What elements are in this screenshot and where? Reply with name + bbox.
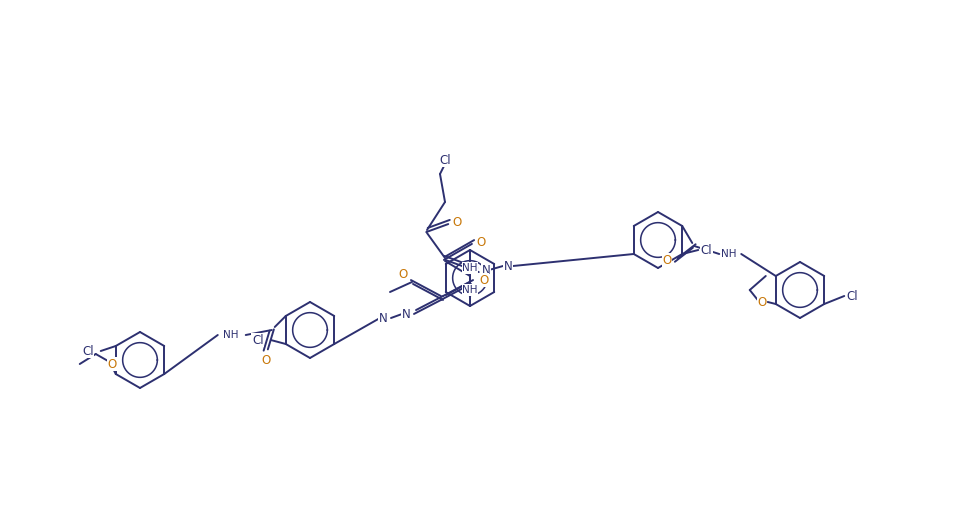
Text: N: N [481,264,490,276]
Text: N: N [379,312,387,324]
Text: N: N [503,260,512,272]
Text: N: N [402,308,410,320]
Text: O: O [480,273,489,287]
Text: O: O [453,216,461,228]
Text: O: O [757,295,766,309]
Text: NH: NH [721,249,737,259]
Text: NH: NH [223,330,239,340]
Text: Cl: Cl [439,153,451,167]
Text: NH: NH [462,285,478,295]
Text: O: O [107,358,116,370]
Text: O: O [477,236,485,248]
Text: O: O [663,253,672,267]
Text: Cl: Cl [700,244,713,257]
Text: Cl: Cl [847,290,858,303]
Text: O: O [261,354,270,366]
Text: Cl: Cl [82,344,94,358]
Text: O: O [398,267,408,281]
Text: Cl: Cl [252,334,264,346]
Text: NH: NH [462,263,478,273]
